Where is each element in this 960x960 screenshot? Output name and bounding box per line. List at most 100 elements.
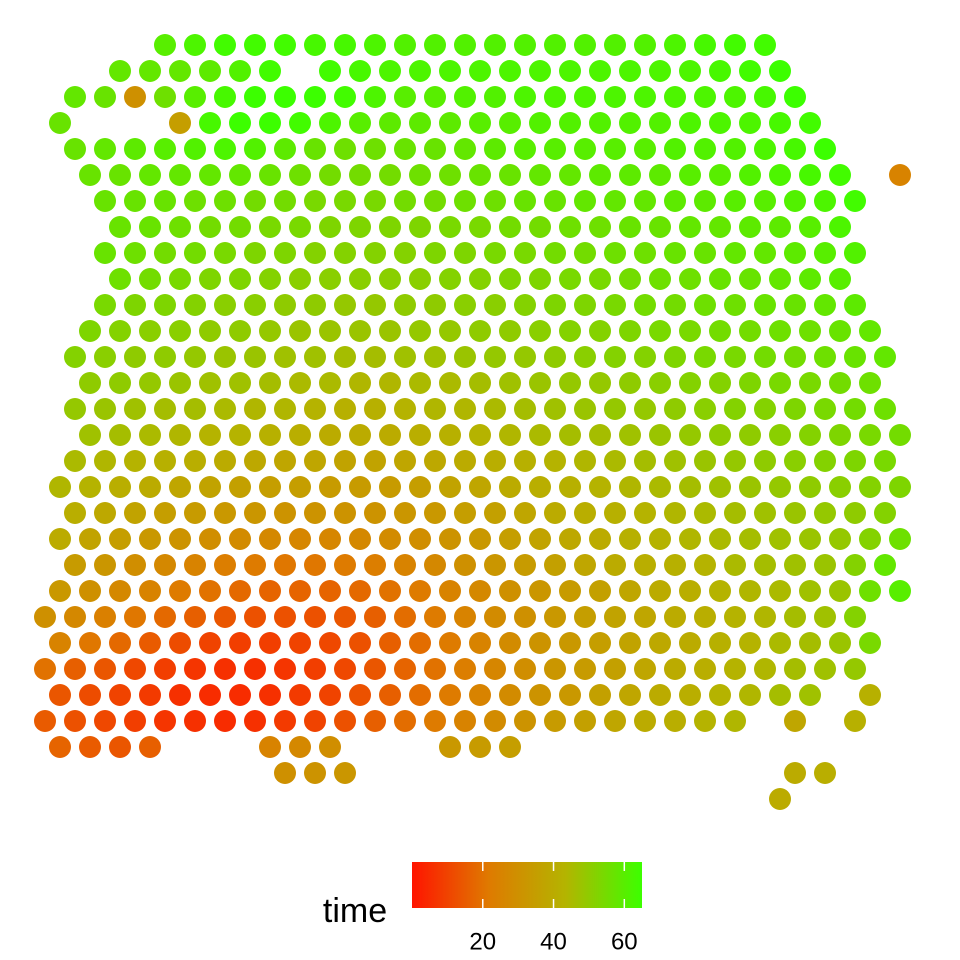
spot bbox=[64, 710, 86, 732]
spot bbox=[49, 476, 71, 498]
spot bbox=[424, 450, 446, 472]
spot bbox=[874, 554, 896, 576]
spot bbox=[694, 242, 716, 264]
spot bbox=[64, 86, 86, 108]
spot bbox=[739, 372, 761, 394]
spot bbox=[454, 346, 476, 368]
spot bbox=[229, 684, 251, 706]
spot bbox=[244, 34, 266, 56]
spot bbox=[334, 554, 356, 576]
spot bbox=[709, 268, 731, 290]
spot bbox=[544, 658, 566, 680]
spot bbox=[604, 710, 626, 732]
spot bbox=[79, 476, 101, 498]
spot bbox=[544, 450, 566, 472]
spot bbox=[694, 138, 716, 160]
spot bbox=[439, 372, 461, 394]
spot bbox=[379, 632, 401, 654]
spot bbox=[799, 268, 821, 290]
spot bbox=[649, 476, 671, 498]
spot bbox=[709, 684, 731, 706]
spot bbox=[619, 320, 641, 342]
spot bbox=[304, 450, 326, 472]
spot bbox=[724, 190, 746, 212]
spot bbox=[544, 190, 566, 212]
spot bbox=[769, 788, 791, 810]
spot bbox=[514, 294, 536, 316]
spot bbox=[799, 684, 821, 706]
spot bbox=[769, 164, 791, 186]
spot bbox=[304, 294, 326, 316]
spot bbox=[709, 372, 731, 394]
spot bbox=[514, 138, 536, 160]
spot bbox=[244, 502, 266, 524]
spot bbox=[304, 606, 326, 628]
legend: time 20 40 60 bbox=[323, 862, 642, 955]
spot bbox=[334, 762, 356, 784]
spot bbox=[454, 34, 476, 56]
spot bbox=[724, 658, 746, 680]
spot bbox=[679, 424, 701, 446]
spot bbox=[664, 606, 686, 628]
spot bbox=[244, 346, 266, 368]
spot bbox=[514, 190, 536, 212]
spot bbox=[679, 476, 701, 498]
spot bbox=[544, 502, 566, 524]
spot bbox=[454, 710, 476, 732]
spot bbox=[679, 164, 701, 186]
spot bbox=[379, 164, 401, 186]
spot bbox=[454, 190, 476, 212]
spot bbox=[784, 762, 806, 784]
spot bbox=[199, 528, 221, 550]
spot bbox=[889, 580, 911, 602]
spot bbox=[439, 216, 461, 238]
spot bbox=[634, 658, 656, 680]
spot bbox=[544, 138, 566, 160]
spot bbox=[304, 398, 326, 420]
spot bbox=[364, 398, 386, 420]
spot bbox=[319, 320, 341, 342]
spot bbox=[214, 86, 236, 108]
spot bbox=[409, 60, 431, 82]
spot bbox=[379, 684, 401, 706]
spot bbox=[79, 684, 101, 706]
spot bbox=[649, 372, 671, 394]
spot bbox=[364, 86, 386, 108]
spot bbox=[154, 138, 176, 160]
spot bbox=[94, 346, 116, 368]
spot bbox=[499, 320, 521, 342]
spot bbox=[379, 60, 401, 82]
spot bbox=[439, 268, 461, 290]
spot bbox=[529, 60, 551, 82]
spot bbox=[844, 554, 866, 576]
spot bbox=[34, 658, 56, 680]
spot bbox=[34, 710, 56, 732]
spot bbox=[124, 450, 146, 472]
spot bbox=[169, 216, 191, 238]
spot bbox=[889, 528, 911, 550]
spot bbox=[289, 684, 311, 706]
spot bbox=[274, 450, 296, 472]
spot bbox=[799, 580, 821, 602]
spot bbox=[169, 580, 191, 602]
spot bbox=[619, 476, 641, 498]
spot bbox=[454, 294, 476, 316]
spot bbox=[454, 554, 476, 576]
spot bbox=[694, 294, 716, 316]
spot bbox=[214, 190, 236, 212]
spot bbox=[574, 242, 596, 264]
spot bbox=[559, 320, 581, 342]
spot bbox=[769, 112, 791, 134]
spot bbox=[274, 294, 296, 316]
spot bbox=[814, 242, 836, 264]
spot bbox=[604, 34, 626, 56]
spot bbox=[124, 138, 146, 160]
spot bbox=[319, 268, 341, 290]
spot bbox=[589, 216, 611, 238]
spot bbox=[169, 476, 191, 498]
spot bbox=[79, 632, 101, 654]
spot bbox=[64, 554, 86, 576]
spot bbox=[784, 606, 806, 628]
spot bbox=[424, 190, 446, 212]
spot bbox=[154, 658, 176, 680]
